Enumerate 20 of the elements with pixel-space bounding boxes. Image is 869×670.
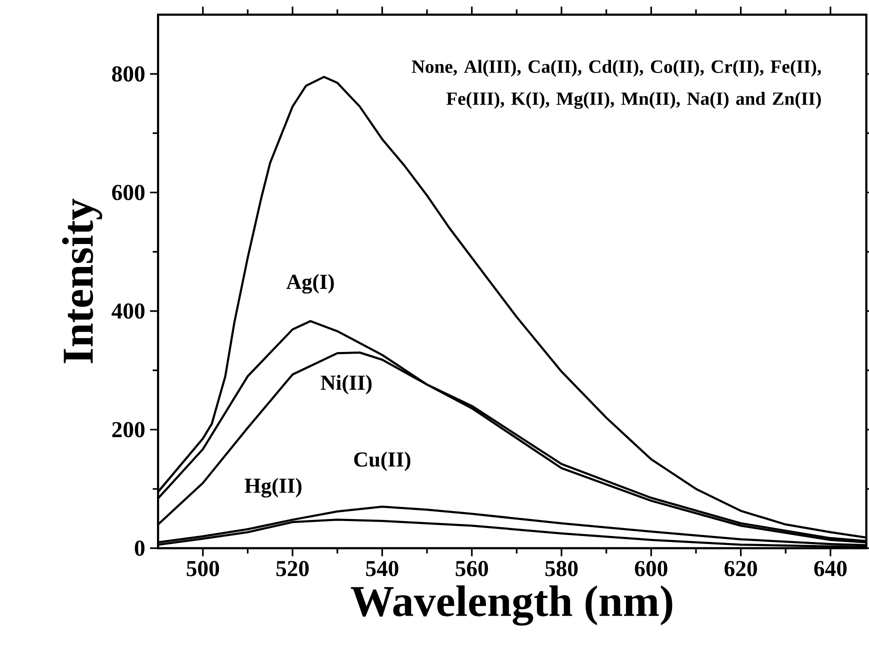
series-label: Hg(II) — [244, 478, 302, 498]
series-label: Cu(II) — [354, 452, 410, 472]
y-tick-label: 800 — [112, 66, 144, 82]
y-axis-title: Intensity — [62, 198, 102, 364]
text: None, Al(III), Ca(II), Cd(II), Co(II), Cr(II), Fe(II), Fe(III), K(I), Mg(II), Mn(II), Na(I) and Zn(II) — [412, 60, 821, 110]
y-tick-label: 0 — [134, 540, 144, 556]
x-tick-label: 560 — [456, 561, 488, 576]
y-tick-label: 600 — [112, 185, 144, 200]
x-tick-label: 600 — [634, 561, 668, 576]
x-tick-label: 640 — [814, 561, 847, 576]
y-tick-label: 400 — [112, 304, 144, 319]
series-label: Ni(II) — [320, 375, 372, 394]
x-tick-label: 620 — [724, 561, 757, 576]
x-tick-label: 520 — [276, 561, 309, 576]
x-tick-label: 580 — [545, 561, 578, 576]
x-tick-label: 500 — [186, 561, 220, 576]
x-axis-title: Wavelength (nm) — [350, 586, 672, 626]
series-label: Ag(I) — [286, 274, 334, 294]
y-tick-label: 200 — [112, 422, 144, 438]
x-tick-label: 540 — [366, 561, 398, 576]
